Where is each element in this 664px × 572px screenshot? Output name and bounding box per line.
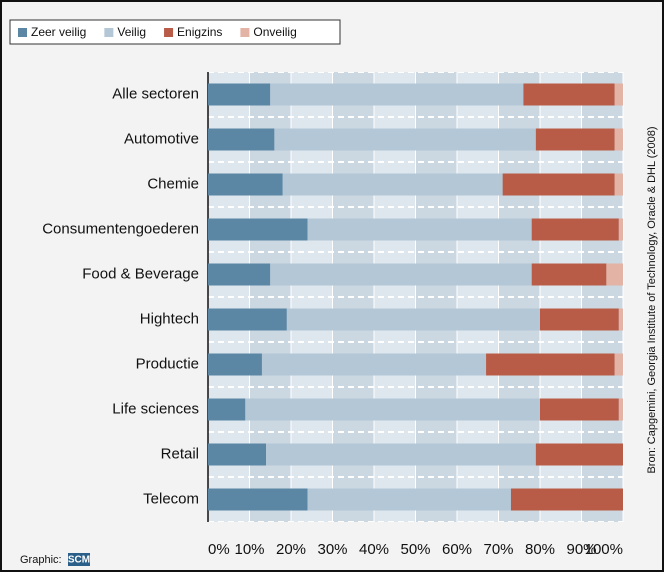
y-tick-label: Productie (136, 355, 199, 372)
bar-segment (270, 263, 532, 286)
bar-segment (614, 353, 623, 376)
credit: Graphic: (20, 554, 62, 566)
bar-segment (208, 83, 271, 106)
bar-segment (531, 263, 607, 286)
legend-box (9, 19, 341, 45)
legend-swatch (104, 28, 114, 37)
logo-box (68, 553, 90, 566)
bar-segment (270, 83, 524, 106)
y-tick-label: Automotive (124, 130, 199, 147)
legend-label: Zeer veilig (31, 25, 86, 39)
legend-label: Onveilig (253, 25, 296, 39)
bar-segment (307, 488, 511, 511)
bar-segment (208, 173, 283, 196)
bar-segment (510, 488, 623, 511)
x-tick-label: 60% (442, 541, 472, 558)
bar-segment (606, 263, 623, 286)
legend-label: Veilig (117, 25, 146, 39)
bar-segment (208, 398, 246, 421)
logo: SCM (68, 555, 90, 566)
bar-segment (618, 308, 623, 331)
legend-swatch (18, 28, 27, 37)
source: Bron: Capgemini, Georgia Institute of Te… (646, 126, 658, 473)
y-tick-label: Hightech (140, 310, 199, 327)
y-tick-label: Retail (161, 445, 199, 462)
bar-segment (523, 83, 615, 106)
bar-segment (531, 218, 619, 241)
y-tick-label: Telecom (143, 490, 199, 507)
bar-segment (261, 353, 487, 376)
bar-segment (502, 173, 615, 196)
bar-segment (535, 128, 615, 151)
bar-segment (535, 443, 623, 466)
bar-segment (266, 443, 536, 466)
x-tick-label: 100% (585, 541, 623, 558)
legend-swatch (164, 28, 174, 37)
bar-segment (614, 128, 623, 151)
bar-segment (486, 353, 615, 376)
bar-segment (274, 128, 536, 151)
legend-label: Enigzins (177, 25, 222, 39)
bar-segment (307, 218, 532, 241)
y-tick-label: Life sciences (112, 400, 199, 417)
x-tick-label: 80% (525, 541, 555, 558)
y-tick-label: Food & Beverage (82, 265, 199, 282)
bar-segment (245, 398, 540, 421)
x-tick-label: 10% (234, 541, 264, 558)
bar-segment (540, 308, 619, 331)
bar-segment (614, 83, 623, 106)
y-tick-label: Chemie (147, 175, 199, 192)
bar-segment (208, 128, 275, 151)
bar-segment (618, 398, 623, 421)
bar-segment (618, 218, 623, 241)
bar-segment (540, 398, 619, 421)
x-tick-label: 90% (566, 541, 596, 558)
x-tick-label: 70% (483, 541, 513, 558)
legend-swatch (240, 28, 250, 37)
bar-segment (208, 218, 308, 241)
y-tick-label: Alle sectoren (112, 85, 199, 102)
bar-segment (286, 308, 540, 331)
x-tick-label: 20% (276, 541, 306, 558)
x-tick-label: 30% (317, 541, 347, 558)
bar-segment (208, 443, 267, 466)
bar-segment (208, 488, 308, 511)
x-tick-label: 0% (208, 541, 230, 558)
y-tick-label: Consumentengoederen (42, 220, 199, 237)
x-tick-label: 50% (400, 541, 430, 558)
bar-segment (208, 353, 262, 376)
x-tick-label: 40% (359, 541, 389, 558)
bar-segment (282, 173, 503, 196)
bar-segment (614, 173, 623, 196)
bar-segment (208, 308, 287, 331)
bar-segment (208, 263, 271, 286)
